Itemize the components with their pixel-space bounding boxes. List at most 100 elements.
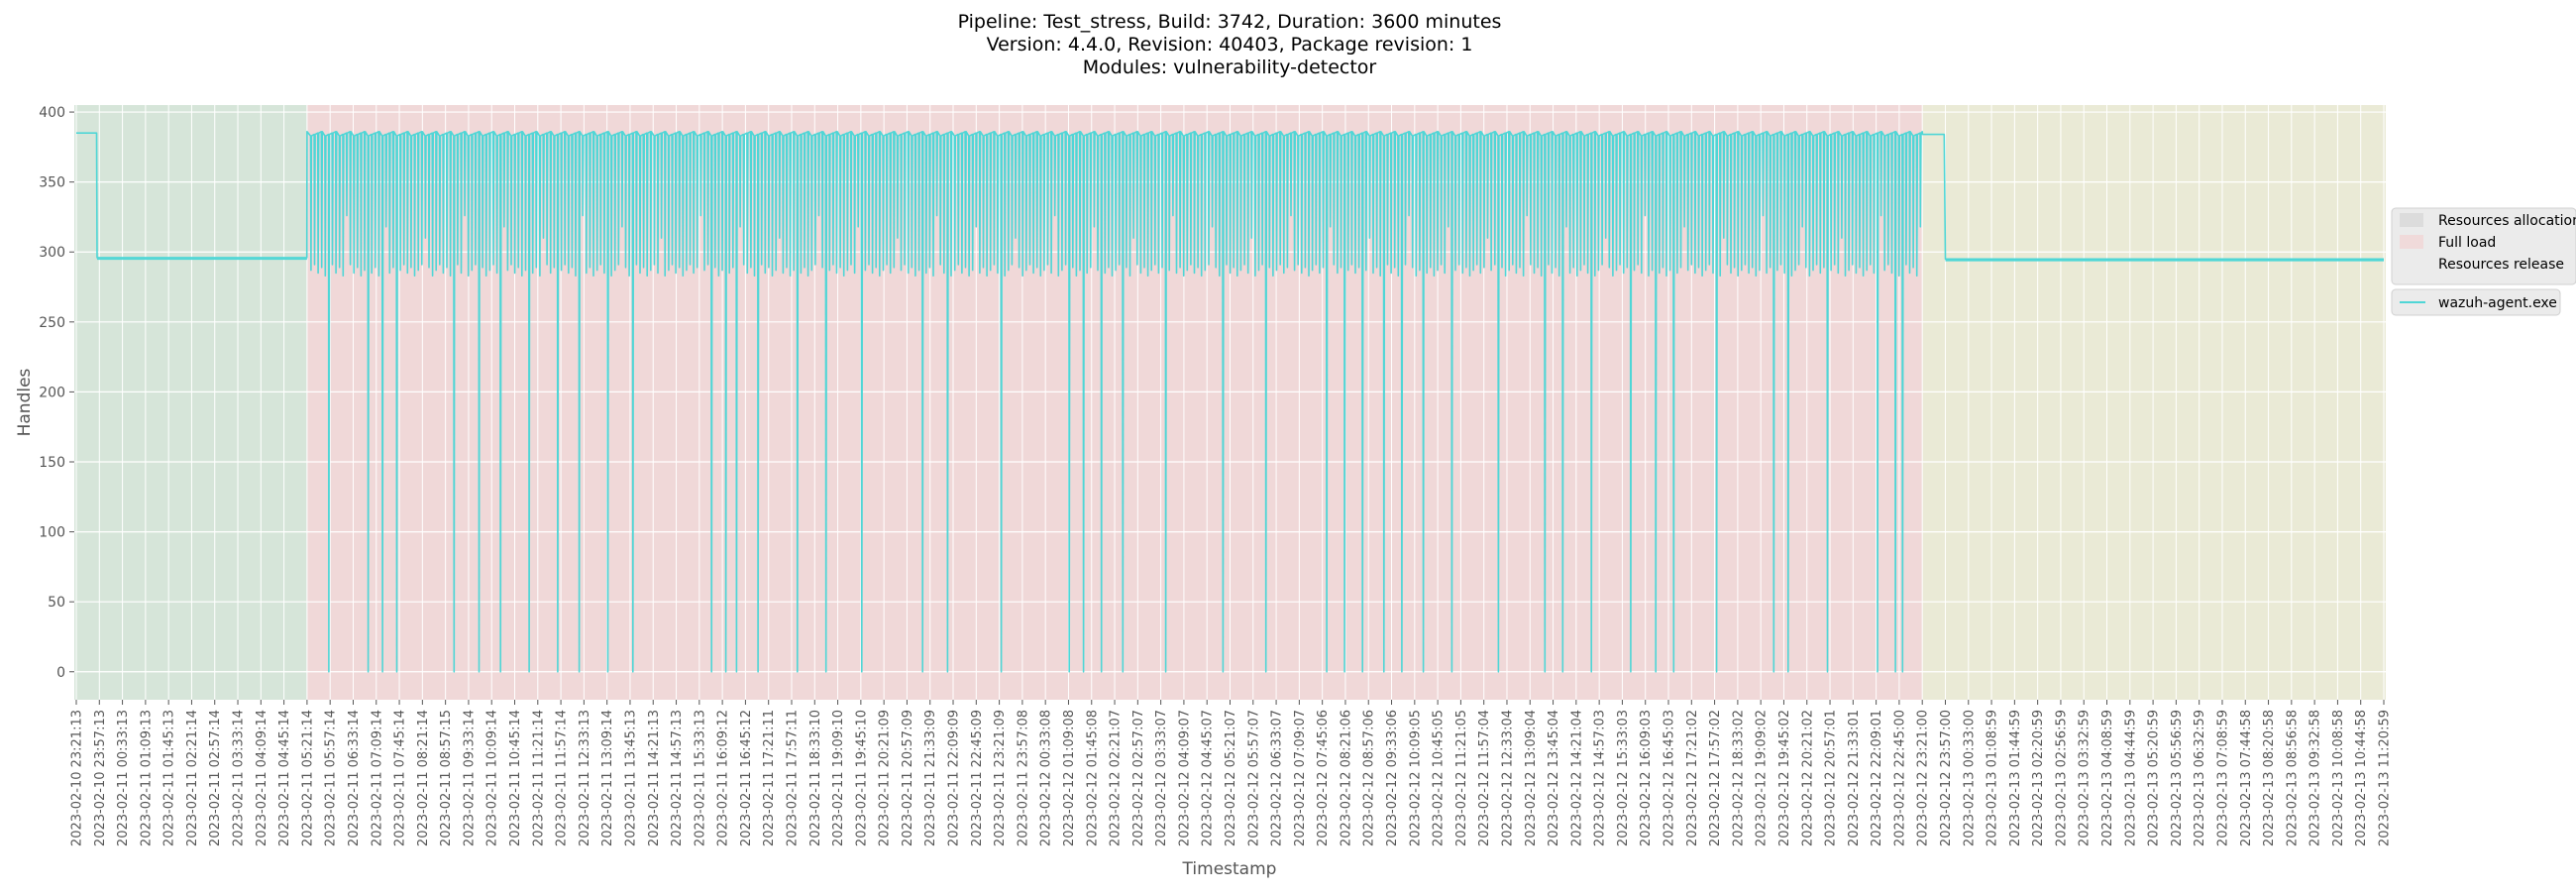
y-tick-label: 400 [39,105,65,121]
x-tick-label: 2023-02-10 23:57:13 [93,710,108,846]
x-tick-label: 2023-02-11 01:45:13 [162,710,177,846]
legend-label-full-load: Full load [2438,235,2496,251]
x-tick-label: 2023-02-11 07:45:14 [393,710,408,846]
x-axis-ticks: 2023-02-10 23:21:13 2023-02-10 23:57:13 20… [70,700,2393,846]
chart-title-line-2: Version: 4.4.0, Revision: 40403, Package… [987,34,1473,56]
x-tick-label: 2023-02-12 13:09:04 [1524,710,1539,846]
x-tick-label: 2023-02-11 05:57:14 [324,710,339,846]
y-tick-label: 350 [39,175,65,191]
x-tick-label: 2023-02-11 10:09:14 [485,710,500,846]
legend-label-resources-allocation: Resources allocation [2438,213,2576,229]
x-tick-label: 2023-02-12 04:09:07 [1177,710,1192,846]
chart-title-line-3: Modules: vulnerability-detector [1083,56,1377,78]
x-tick-label: 2023-02-12 19:45:02 [1777,710,1792,846]
legend-label-wazuh-agent: wazuh-agent.exe [2438,295,2557,311]
x-tick-label: 2023-02-12 09:33:06 [1385,710,1400,846]
x-tick-label: 2023-02-11 08:21:14 [416,710,431,846]
x-tick-label: 2023-02-12 20:57:01 [1824,710,1839,846]
x-tick-label: 2023-02-13 05:56:59 [2170,710,2185,846]
x-tick-label: 2023-02-11 16:09:12 [716,710,731,846]
y-tick-label: 0 [56,665,65,681]
y-tick-label: 150 [39,455,65,471]
x-tick-label: 2023-02-12 00:33:08 [1039,710,1054,846]
series-line-wazuh-agent [76,131,2384,673]
x-tick-label: 2023-02-12 01:09:08 [1062,710,1077,846]
x-tick-label: 2023-02-13 11:20:59 [2378,710,2393,846]
x-tick-label: 2023-02-12 13:45:04 [1547,710,1561,846]
x-tick-label: 2023-02-13 05:20:59 [2147,710,2162,846]
x-tick-label: 2023-02-11 01:09:13 [139,710,154,846]
x-tick-label: 2023-02-11 15:33:13 [693,710,707,846]
x-tick-label: 2023-02-12 06:33:07 [1270,710,1285,846]
x-tick-label: 2023-02-11 05:21:14 [300,710,315,846]
x-tick-label: 2023-02-11 02:21:14 [185,710,200,846]
x-tick-label: 2023-02-12 16:45:03 [1663,710,1677,846]
x-tick-label: 2023-02-13 01:44:59 [2008,710,2023,846]
chart-title-line-1: Pipeline: Test_stress, Build: 3742, Dura… [958,11,1502,33]
legend-phases: Resources allocation Full load Resources… [2391,207,2576,285]
x-tick-label: 2023-02-11 14:57:13 [670,710,685,846]
legend-swatch-resources-allocation [2400,213,2423,227]
x-tick-label: 2023-02-13 10:08:58 [2331,710,2346,846]
x-tick-label: 2023-02-11 13:45:13 [623,710,638,846]
x-tick-label: 2023-02-12 17:21:02 [1685,710,1700,846]
x-tick-label: 2023-02-13 08:56:58 [2285,710,2300,846]
x-tick-label: 2023-02-12 21:33:01 [1847,710,1862,846]
x-tick-label: 2023-02-12 05:21:07 [1224,710,1238,846]
x-tick-label: 2023-02-12 03:33:07 [1154,710,1169,846]
x-tick-label: 2023-02-11 19:09:10 [831,710,846,846]
x-tick-label: 2023-02-12 02:21:07 [1109,710,1124,846]
x-tick-label: 2023-02-10 23:21:13 [70,710,85,846]
x-tick-label: 2023-02-12 08:21:06 [1339,710,1353,846]
x-tick-label: 2023-02-13 07:08:59 [2215,710,2230,846]
x-tick-label: 2023-02-11 23:21:09 [993,710,1008,846]
x-tick-label: 2023-02-12 08:57:06 [1362,710,1377,846]
x-tick-label: 2023-02-12 10:45:05 [1432,710,1447,846]
x-tick-label: 2023-02-11 17:57:11 [785,710,800,846]
x-tick-label: 2023-02-11 08:57:15 [439,710,454,846]
x-tick-label: 2023-02-13 04:08:59 [2100,710,2115,846]
x-tick-label: 2023-02-11 18:33:10 [808,710,823,846]
x-tick-label: 2023-02-12 10:09:05 [1408,710,1423,846]
x-tick-label: 2023-02-11 12:33:13 [578,710,592,846]
x-tick-label: 2023-02-11 20:21:09 [878,710,893,846]
x-tick-label: 2023-02-12 07:45:06 [1316,710,1331,846]
x-tick-label: 2023-02-11 02:57:14 [208,710,223,846]
y-tick-label: 50 [48,595,65,611]
x-tick-label: 2023-02-11 20:57:09 [901,710,915,846]
x-tick-label: 2023-02-12 01:45:08 [1085,710,1100,846]
x-tick-label: 2023-02-13 06:32:59 [2193,710,2207,846]
x-tick-label: 2023-02-12 23:57:00 [1939,710,1954,846]
x-tick-label: 2023-02-11 23:57:08 [1016,710,1030,846]
x-tick-label: 2023-02-13 02:56:59 [2054,710,2069,846]
x-tick-label: 2023-02-12 05:57:07 [1246,710,1261,846]
x-tick-label: 2023-02-12 07:09:07 [1293,710,1308,846]
x-tick-label: 2023-02-12 02:57:07 [1131,710,1146,846]
x-tick-label: 2023-02-11 07:09:14 [370,710,384,846]
x-tick-label: 2023-02-12 14:21:04 [1569,710,1584,846]
x-tick-label: 2023-02-11 16:45:12 [739,710,754,846]
x-tick-label: 2023-02-13 02:20:59 [2031,710,2046,846]
y-tick-label: 100 [39,525,65,541]
x-tick-label: 2023-02-11 04:45:14 [277,710,292,846]
x-tick-label: 2023-02-11 09:33:14 [462,710,477,846]
x-tick-label: 2023-02-11 06:33:14 [347,710,362,846]
y-tick-label: 300 [39,245,65,261]
x-tick-label: 2023-02-12 22:09:01 [1870,710,1884,846]
x-tick-label: 2023-02-12 11:21:05 [1454,710,1469,846]
y-tick-label: 200 [39,385,65,400]
y-axis-label: Handles [15,368,35,436]
x-tick-label: 2023-02-11 17:21:11 [762,710,777,846]
grid-lines [74,105,2386,700]
legend-swatch-resources-release [2400,257,2423,271]
x-tick-label: 2023-02-13 00:33:00 [1962,710,1977,846]
x-tick-label: 2023-02-13 10:44:58 [2354,710,2369,846]
y-tick-label: 250 [39,315,65,331]
x-tick-label: 2023-02-11 19:45:10 [854,710,869,846]
phase-band-resources-allocation [74,105,307,700]
x-tick-label: 2023-02-12 18:33:02 [1731,710,1746,846]
chart-title: Pipeline: Test_stress, Build: 3742, Dura… [958,11,1502,78]
x-tick-label: 2023-02-12 17:57:02 [1708,710,1723,846]
